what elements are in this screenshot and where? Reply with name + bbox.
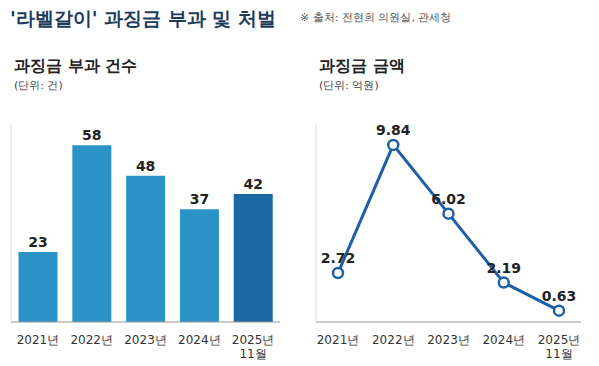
svg-text:2023년: 2023년 [124,333,167,347]
svg-text:2024년: 2024년 [178,333,221,347]
svg-text:2.19: 2.19 [486,260,521,276]
svg-text:2024년: 2024년 [482,333,525,347]
html-text:(단위: 건): (단위: 건) [14,79,63,92]
html-text:(단위: 억원): (단위: 억원) [319,79,379,92]
svg-text:2023년: 2023년 [427,333,470,347]
svg-text:2021년: 2021년 [17,333,60,347]
svg-text:48: 48 [136,158,155,174]
svg-text:6.02: 6.02 [431,191,466,207]
svg-text:2025년11월: 2025년11월 [538,333,581,361]
svg-text:2025년11월: 2025년11월 [232,333,275,361]
svg-text:42: 42 [243,176,262,192]
svg-text:37: 37 [190,191,209,207]
svg-text:2022년: 2022년 [372,333,415,347]
html-text:'라벨갈이' 과징금 부과 및 처벌: '라벨갈이' 과징금 부과 및 처벌 [10,7,277,29]
svg-text:9.84: 9.84 [376,122,411,138]
html-text:과징금 금액: 과징금 금액 [319,56,405,75]
svg-text:2021년: 2021년 [317,333,360,347]
svg-text:2022년: 2022년 [70,333,113,347]
svg-text:0.63: 0.63 [542,288,577,304]
svg-text:23: 23 [28,234,47,250]
html-text:※ 출처: 전현희 의원실, 관세청: ※ 출처: 전현희 의원실, 관세청 [300,11,452,24]
html-text:과징금 부과 건수: 과징금 부과 건수 [14,56,138,75]
svg-text:2.72: 2.72 [321,250,356,266]
svg-text:58: 58 [82,127,101,143]
